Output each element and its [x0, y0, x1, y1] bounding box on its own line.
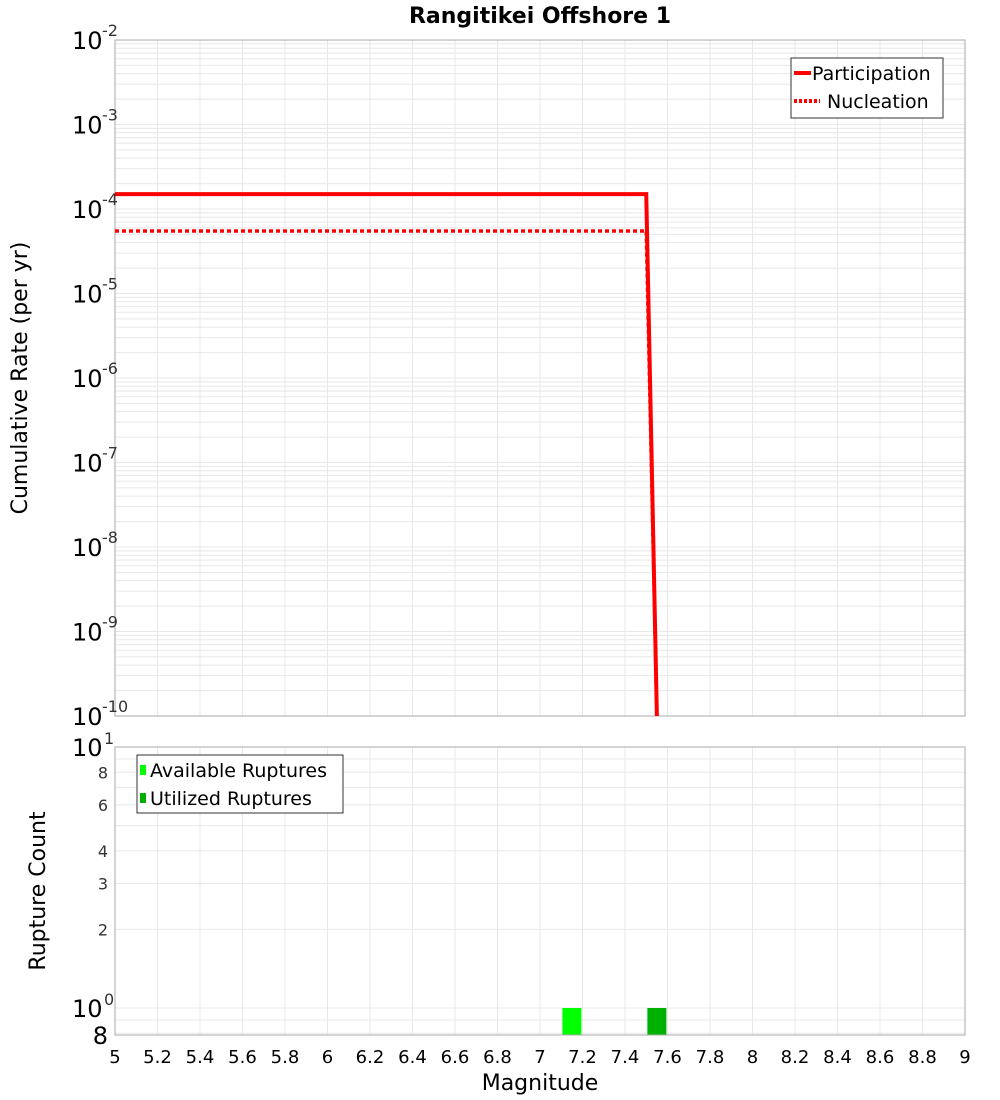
- available-legend-swatch: [140, 765, 146, 775]
- top-plot-grid: [114, 39, 966, 717]
- x-tick-label: 6: [322, 1047, 333, 1068]
- bottom-y-tick-label: 8: [98, 763, 108, 782]
- bottom-y-tick-label: 10: [72, 734, 103, 762]
- top-legend: Participation Nucleation: [790, 57, 944, 119]
- top-y-tick-exponent: -10: [102, 697, 128, 716]
- top-y-axis-ticks: 10-210-310-410-510-610-710-810-910-10: [72, 21, 128, 731]
- top-y-tick-label: 10: [72, 619, 103, 647]
- top-y-tick-exponent: -3: [102, 106, 118, 125]
- x-tick-label: 8.8: [908, 1047, 937, 1068]
- x-tick-label: 5.6: [228, 1047, 257, 1068]
- legend-participation: Participation: [812, 63, 931, 85]
- top-y-tick-label: 10: [72, 112, 103, 140]
- bottom-y-tick-label: 6: [98, 796, 108, 815]
- top-plot-series: [115, 192, 659, 717]
- top-y-tick-label: 10: [72, 450, 103, 478]
- x-axis-label: Magnitude: [482, 1071, 599, 1096]
- x-tick-label: 5.2: [143, 1047, 172, 1068]
- x-tick-label: 6.8: [483, 1047, 512, 1068]
- participation-line: [115, 192, 659, 717]
- x-tick-label: 8.6: [866, 1047, 895, 1068]
- x-tick-label: 5.4: [186, 1047, 215, 1068]
- top-y-tick-exponent: -5: [102, 275, 118, 294]
- top-y-tick-exponent: -4: [102, 190, 118, 209]
- bottom-plot-frame: [114, 746, 966, 1036]
- top-y-tick-exponent: -8: [102, 528, 118, 547]
- legend-nucleation: Nucleation: [827, 91, 929, 113]
- bottom-y-tick-label: 8: [93, 1022, 108, 1050]
- top-y-tick-label: 10: [72, 196, 103, 224]
- x-tick-label: 7.4: [611, 1047, 640, 1068]
- x-tick-label: 7: [534, 1047, 545, 1068]
- nucleation-line: [115, 229, 659, 717]
- legend-utilized: Utilized Ruptures: [150, 788, 312, 810]
- bottom-y-tick-exponent: 1: [104, 729, 114, 748]
- x-tick-label: 6.4: [398, 1047, 427, 1068]
- x-tick-label: 7.2: [568, 1047, 597, 1068]
- available-ruptures-bar: [562, 1008, 582, 1035]
- x-tick-label: 8: [747, 1047, 758, 1068]
- top-y-tick-exponent: -9: [102, 613, 118, 632]
- bottom-y-tick-exponent: 0: [104, 990, 114, 1009]
- bottom-y-tick-label: 2: [98, 920, 108, 939]
- bottom-y-tick-label: 3: [98, 874, 108, 893]
- x-tick-label: 7.8: [696, 1047, 725, 1068]
- bottom-y-tick-label: 10: [72, 995, 103, 1023]
- top-y-tick-exponent: -2: [102, 21, 118, 40]
- bottom-y-tick-label: 4: [98, 842, 108, 861]
- x-tick-label: 8.2: [781, 1047, 810, 1068]
- top-y-tick-label: 10: [72, 365, 103, 393]
- chart-title: Rangitikei Offshore 1: [409, 4, 671, 29]
- x-tick-label: 6.2: [356, 1047, 385, 1068]
- legend-available: Available Ruptures: [150, 760, 327, 782]
- x-tick-label: 9: [959, 1047, 970, 1068]
- top-plot-frame: [114, 39, 966, 717]
- top-y-tick-exponent: -7: [102, 444, 118, 463]
- x-tick-label: 7.6: [653, 1047, 682, 1068]
- top-y-tick-label: 10: [72, 534, 103, 562]
- utilized-ruptures-bar: [647, 1008, 667, 1035]
- bottom-legend: Available Ruptures Utilized Ruptures: [136, 754, 344, 814]
- x-tick-label: 5: [109, 1047, 120, 1068]
- top-y-tick-exponent: -6: [102, 359, 118, 378]
- x-tick-label: 8.4: [823, 1047, 852, 1068]
- x-tick-label: 5.8: [271, 1047, 300, 1068]
- top-y-tick-label: 10: [72, 281, 103, 309]
- bottom-y-axis-label: Rupture Count: [26, 811, 51, 971]
- x-axis-ticks: 5 5.2 5.4 5.6 5.8 6 6.2 6.4 6.6 6.8 7 7.2 7.4 7.6 7.8 8…: [109, 1047, 970, 1068]
- utilized-legend-swatch: [140, 793, 146, 803]
- bottom-plot-bars: [562, 1008, 667, 1035]
- top-y-axis-label: Cumulative Rate (per yr): [8, 242, 33, 515]
- top-y-tick-label: 10: [72, 27, 103, 55]
- top-y-tick-label: 10: [72, 703, 103, 731]
- x-tick-label: 6.6: [441, 1047, 470, 1068]
